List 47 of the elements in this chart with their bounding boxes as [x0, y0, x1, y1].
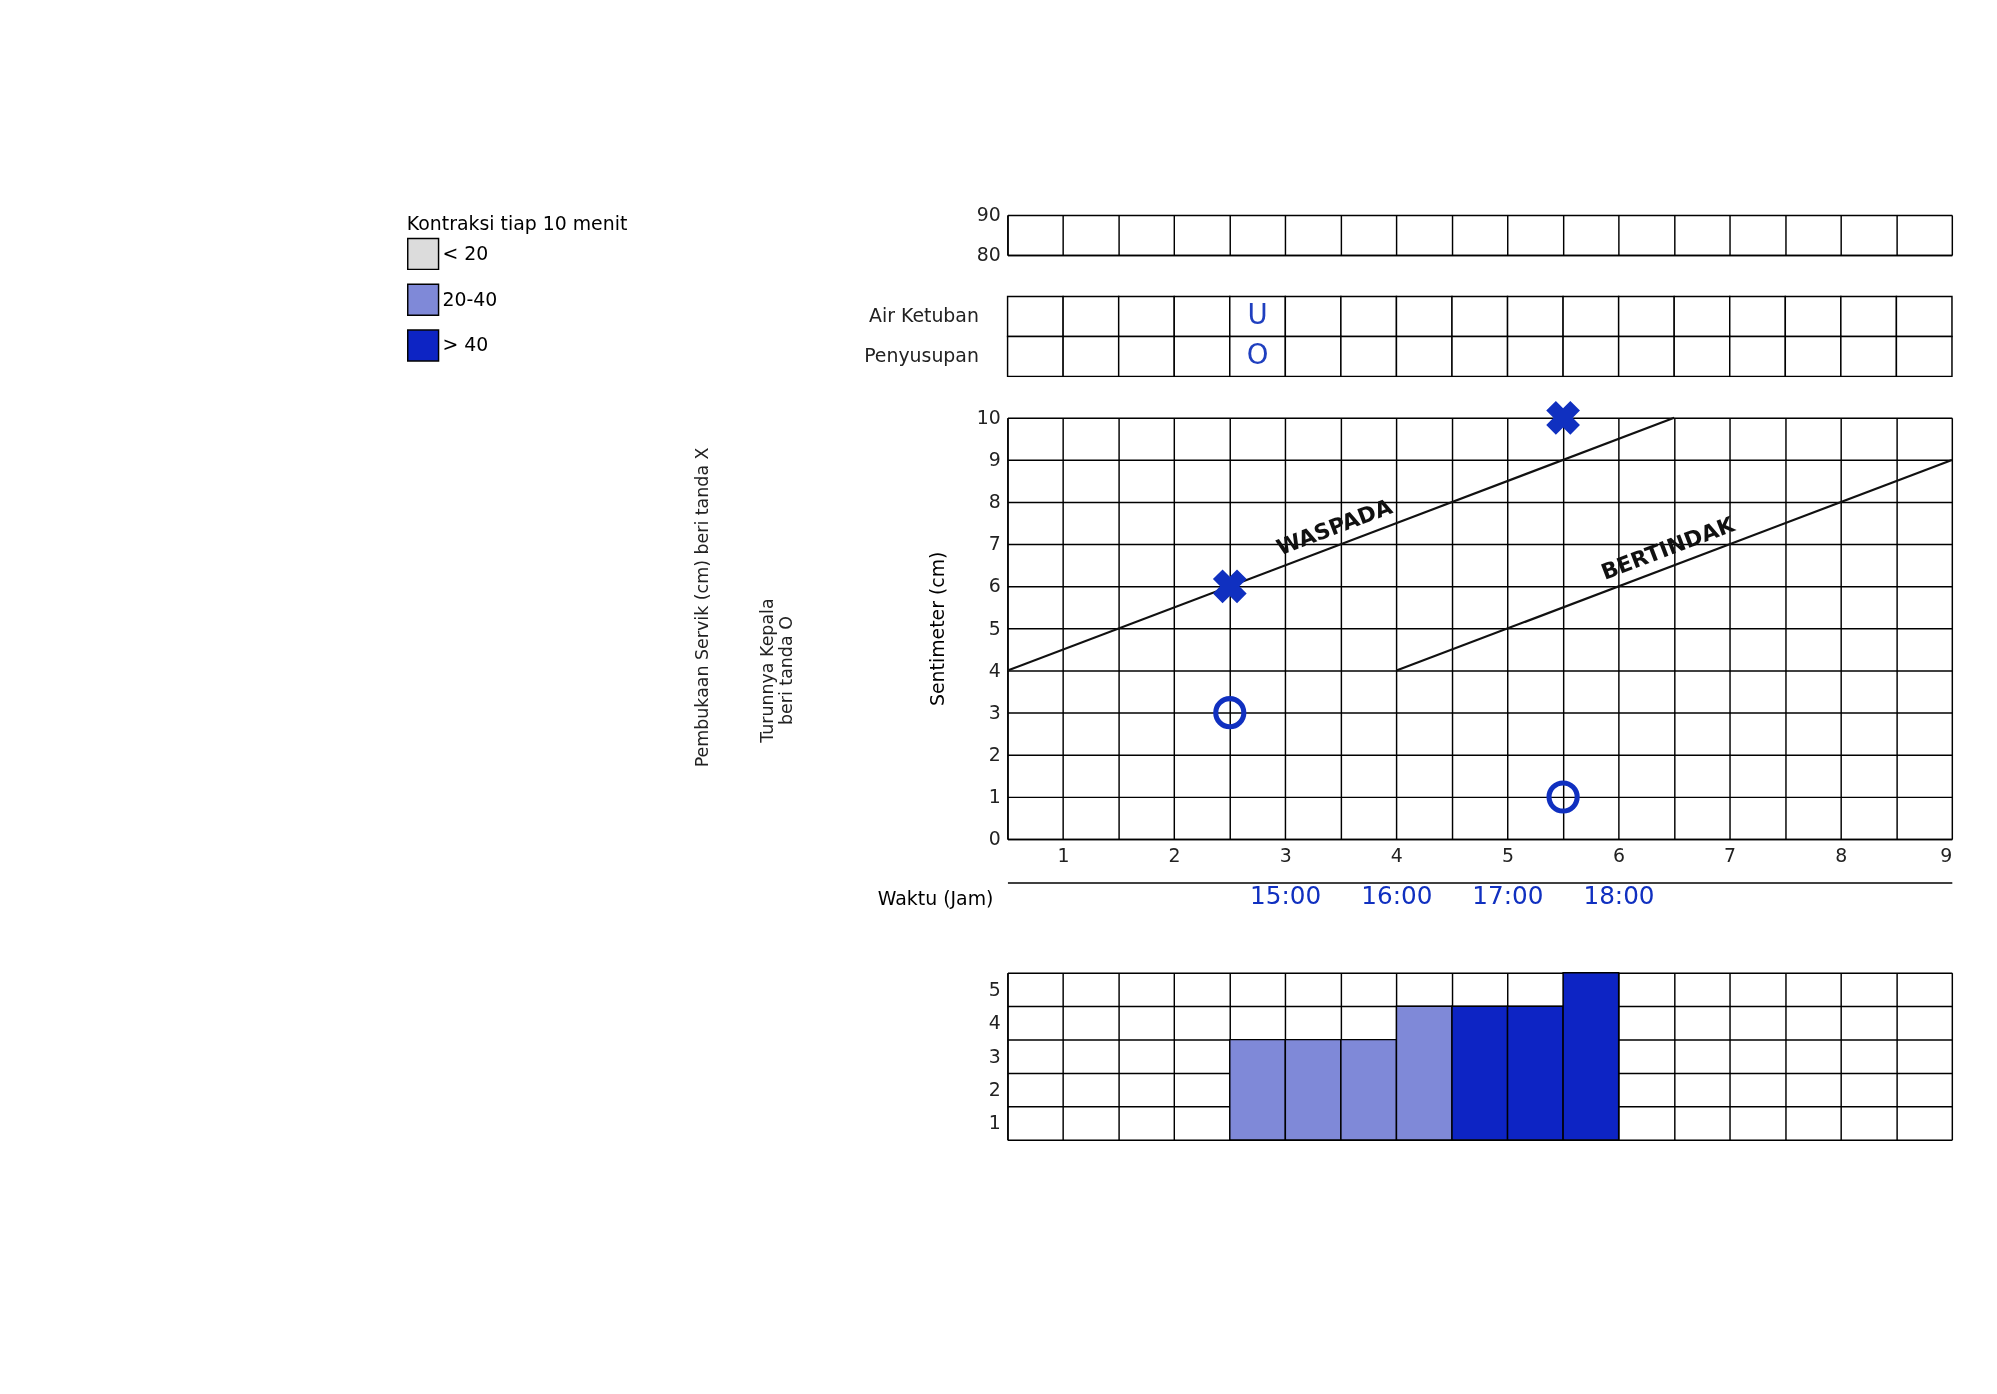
y-tick-label: 10: [976, 405, 1001, 428]
legend-label: > 40: [442, 333, 489, 356]
text: O: [1246, 338, 1269, 372]
y-tick-label: 7: [988, 532, 1001, 555]
x2-tick-label: 18:00: [1583, 881, 1655, 911]
y-tick-label: Air Ketuban: [869, 304, 979, 327]
point: [1546, 780, 1580, 814]
y-axis-title: Sentimeter (cm): [925, 551, 948, 707]
legend-label: 20-40: [442, 287, 498, 310]
x-tick-label: 6: [1613, 844, 1626, 867]
legend-label: < 20: [442, 241, 489, 264]
y-tick-label: 90: [976, 203, 1001, 226]
x2-axis-title: Waktu (Jam): [877, 886, 994, 909]
x-tick-label: 3: [1279, 844, 1292, 867]
y-tick-label: 0: [988, 827, 1001, 850]
y-tick-label: 3: [988, 1044, 1001, 1067]
x-tick-label: 8: [1835, 844, 1848, 867]
text: Turunnya Kepala beri tanda O: [756, 598, 796, 744]
x2-tick-label: 16:00: [1361, 881, 1433, 911]
y-tick-label: 2: [988, 743, 1001, 766]
x-tick-label: 1: [1057, 844, 1070, 867]
legend-title: Kontraksi tiap 10 menit: [406, 212, 628, 235]
text: U: [1247, 298, 1268, 332]
y-tick-label: 5: [988, 977, 1001, 1000]
x2-tick-label: 15:00: [1250, 881, 1322, 911]
y-tick-label: 1: [988, 1111, 1001, 1134]
y-tick-label: 4: [988, 1011, 1001, 1034]
x-tick-label: 2: [1168, 844, 1181, 867]
y-tick-label: 8: [988, 490, 1001, 513]
y-tick-label: 3: [988, 700, 1001, 723]
y-tick-label: 4: [988, 658, 1001, 681]
x2-tick-label: 17:00: [1472, 881, 1544, 911]
point: [1546, 400, 1580, 435]
point: [1213, 696, 1247, 730]
x-tick-label: 7: [1724, 844, 1737, 867]
point: [1212, 569, 1247, 604]
y-tick-label: Penyusupan: [864, 344, 979, 367]
y-tick-label: 6: [988, 574, 1001, 597]
x-tick-label: 4: [1390, 844, 1403, 867]
y-tick-label: 5: [988, 616, 1001, 639]
y-tick-label: 9: [988, 448, 1001, 471]
x-tick-label: 5: [1501, 844, 1514, 867]
y-tick-label: 2: [988, 1077, 1001, 1100]
y-tick-label: 80: [976, 243, 1001, 266]
y-tick-label: 1: [988, 785, 1001, 808]
text: Pembukaan Servik (cm) beri tanda X: [691, 447, 712, 768]
x-tick-label: 9: [1940, 844, 1953, 867]
